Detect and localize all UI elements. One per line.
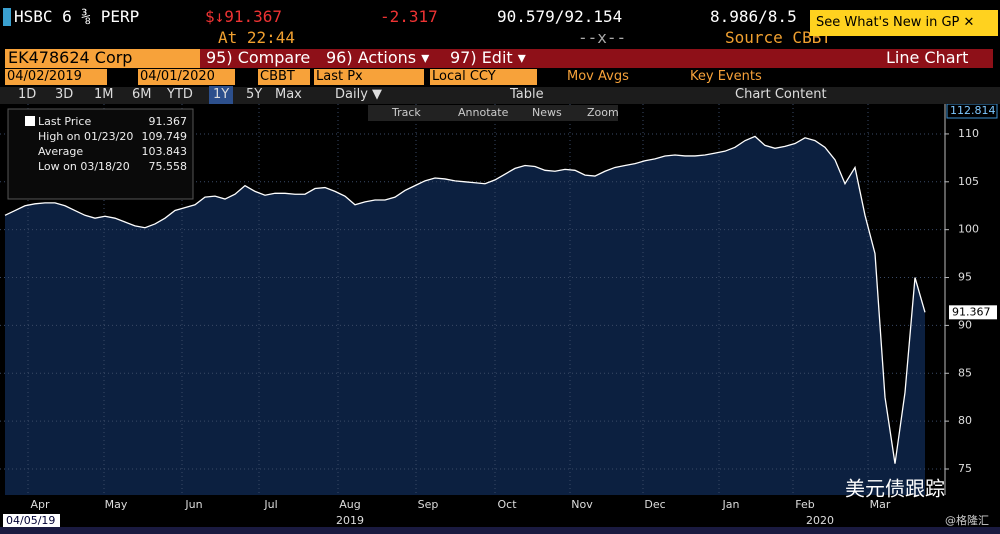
y-tick-label: 75 bbox=[958, 462, 972, 475]
menu-item[interactable]: 95) Compare bbox=[206, 48, 311, 67]
legend-label: Low on 03/18/20 bbox=[38, 160, 130, 173]
legend-check bbox=[25, 116, 35, 126]
price-line bbox=[4, 135, 926, 464]
year-label: 2019 bbox=[336, 514, 364, 527]
x-tick-label: Apr bbox=[30, 498, 50, 511]
period-button[interactable]: 6M bbox=[132, 87, 152, 102]
menu-item[interactable]: 97) Edit ▾ bbox=[450, 48, 526, 67]
x-tick-label: Jul bbox=[263, 498, 277, 511]
y-tick-label: 95 bbox=[958, 271, 972, 284]
last-label-box bbox=[949, 305, 997, 320]
price: $↓91.367 bbox=[205, 7, 283, 26]
period-button[interactable]: 5Y bbox=[246, 87, 263, 102]
y-tick-label: 90 bbox=[958, 318, 972, 331]
change: -2.317 bbox=[380, 7, 438, 26]
last-label: 91.367 bbox=[952, 305, 991, 318]
mov-avgs[interactable]: Mov Avgs bbox=[567, 69, 629, 84]
legend-value: 103.843 bbox=[142, 145, 188, 158]
legend-label: Average bbox=[38, 145, 83, 158]
legend-value: 91.367 bbox=[149, 115, 188, 128]
y-tick-label: 85 bbox=[958, 366, 972, 379]
x-tick-label: Sep bbox=[418, 498, 439, 511]
x-tick-label: Mar bbox=[870, 498, 891, 511]
start-label-box bbox=[3, 514, 60, 527]
legend-value: 75.558 bbox=[149, 160, 188, 173]
x-tick-label: Jan bbox=[722, 498, 740, 511]
source-box[interactable]: CBBT bbox=[258, 69, 310, 85]
tool[interactable]: Track bbox=[391, 106, 421, 119]
tool[interactable]: Zoom bbox=[587, 106, 619, 119]
period-button[interactable]: 1M bbox=[94, 87, 114, 102]
ticker: HSBC 6 ⅜ PERP bbox=[14, 7, 140, 26]
start-date[interactable]: 04/02/2019 bbox=[5, 69, 107, 85]
period-button[interactable]: 1Y bbox=[209, 86, 234, 104]
period-button[interactable]: 1D bbox=[18, 87, 37, 102]
period-button[interactable]: YTD bbox=[167, 87, 193, 102]
x-tick-label: Feb bbox=[795, 498, 814, 511]
end-date[interactable]: 04/01/2020 bbox=[138, 69, 235, 85]
y-tick-label: 110 bbox=[958, 127, 979, 140]
marker bbox=[3, 8, 11, 26]
size: --x-- bbox=[578, 28, 627, 47]
security[interactable]: EK478624 Corp bbox=[5, 49, 201, 68]
table-button[interactable]: Table bbox=[510, 87, 544, 102]
legend-box bbox=[7, 108, 194, 200]
tool[interactable]: News bbox=[532, 106, 562, 119]
start-label: 04/05/19 bbox=[6, 514, 55, 527]
menu-bar bbox=[200, 49, 993, 68]
y-tick-label: 100 bbox=[958, 223, 979, 236]
frequency[interactable]: Daily ▼ bbox=[335, 87, 383, 102]
y-tick-label: 80 bbox=[958, 414, 972, 427]
legend-label: High on 01/23/20 bbox=[38, 130, 133, 143]
x-tick-label: Dec bbox=[644, 498, 665, 511]
watermark: 美元债跟踪 bbox=[845, 477, 945, 501]
area-fill bbox=[5, 136, 925, 495]
bid-ask: 90.579/92.154 bbox=[497, 7, 623, 26]
toolbar bbox=[368, 105, 618, 121]
top-label-box bbox=[946, 104, 998, 119]
menu-item[interactable]: 96) Actions ▾ bbox=[326, 48, 430, 67]
source: Source CBBT bbox=[725, 28, 831, 47]
key-events[interactable]: Key Events bbox=[690, 69, 762, 84]
view-name: Line Chart bbox=[886, 48, 969, 67]
tool[interactable]: Annotate bbox=[458, 106, 509, 119]
x-tick-label: Aug bbox=[339, 498, 360, 511]
x-tick-label: Jun bbox=[184, 498, 202, 511]
credit: @格隆汇 bbox=[945, 513, 989, 527]
x-tick-label: Nov bbox=[571, 498, 593, 511]
chart-content[interactable]: Chart Content bbox=[735, 87, 827, 102]
period-bar bbox=[0, 87, 1000, 104]
x-tick-label: Oct bbox=[497, 498, 517, 511]
chart: 75 80 85 90 95 100 105 110 Apr May Jun Jul Aug Sep Oct… bbox=[0, 104, 998, 527]
year-label: 2020 bbox=[806, 514, 834, 527]
news-ticker bbox=[0, 527, 1000, 534]
legend-value: 109.749 bbox=[142, 130, 188, 143]
legend-label: Last Price bbox=[38, 115, 91, 128]
y-tick-label: 105 bbox=[958, 175, 979, 188]
whats-new-text: See What's New in GP bbox=[816, 15, 960, 30]
time: At 22:44 bbox=[218, 28, 296, 47]
currency-box[interactable]: Local CCY bbox=[430, 69, 537, 85]
yield: 8.986/8.5 bbox=[710, 7, 797, 26]
top-label: 112.814 bbox=[950, 104, 996, 117]
field-box[interactable]: Last Px bbox=[314, 69, 424, 85]
x-tick-label: May bbox=[105, 498, 128, 511]
whats-new[interactable]: See What's New in GP ✕ bbox=[810, 10, 998, 36]
period-button[interactable]: Max bbox=[275, 87, 302, 102]
period-button[interactable]: 3D bbox=[55, 87, 74, 102]
